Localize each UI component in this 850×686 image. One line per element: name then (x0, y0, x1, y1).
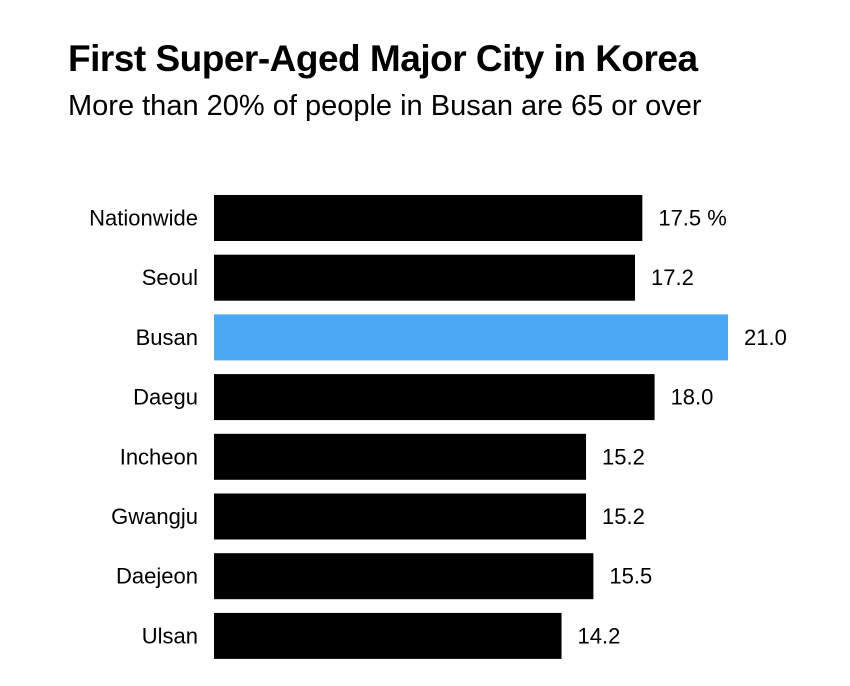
category-label-ulsan: Ulsan (142, 623, 198, 648)
bar-seoul (214, 254, 635, 301)
category-label-daegu: Daegu (133, 385, 198, 410)
bar-gwangju (214, 493, 587, 540)
value-label-ulsan: 14.2 (578, 623, 621, 648)
category-label-nationwide: Nationwide (89, 206, 198, 231)
category-label-busan: Busan (136, 325, 198, 350)
value-label-nationwide: 17.5 % (658, 206, 727, 231)
bar-daegu (214, 374, 655, 421)
value-label-busan: 21.0 (744, 325, 787, 350)
value-label-daegu: 18.0 (671, 385, 714, 410)
value-label-seoul: 17.2 (651, 265, 694, 290)
bar-incheon (214, 433, 587, 480)
chart-subtitle: More than 20% of people in Busan are 65 … (68, 90, 702, 122)
chart-title: First Super-Aged Major City in Korea (68, 38, 698, 79)
bar-busan (214, 314, 728, 361)
category-label-incheon: Incheon (120, 444, 198, 469)
category-label-daejeon: Daejeon (116, 564, 198, 589)
value-label-gwangju: 15.2 (602, 504, 645, 529)
bar-ulsan (214, 612, 562, 659)
bar-daejeon (214, 553, 594, 600)
category-label-gwangju: Gwangju (111, 504, 198, 529)
value-label-incheon: 15.2 (602, 444, 645, 469)
bar-nationwide (214, 195, 643, 241)
category-label-seoul: Seoul (142, 265, 198, 290)
value-label-daejeon: 15.5 (609, 564, 652, 589)
